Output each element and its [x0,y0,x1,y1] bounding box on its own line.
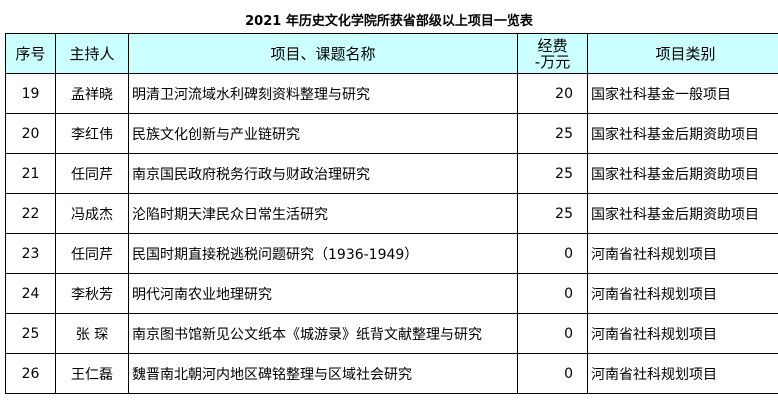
cell-fund: 0 [517,353,588,394]
header-host: 主持人 [55,33,129,74]
cell-no: 19 [5,73,56,114]
cell-host: 孟祥晓 [55,73,129,114]
cell-name: 南京国民政府税务行政与财政治理研究 [128,153,518,194]
cell-category: 国家社科基金后期资助项目 [587,153,778,194]
table-row: 23 任同芹 民国时期直接税逃税问题研究（1936-1949） 0 河南省社科规划项目 [5,233,778,274]
cell-category: 河南省社科规划项目 [587,313,778,354]
cell-fund: 0 [517,273,588,314]
table-row: 20 李红伟 民族文化创新与产业链研究 25 国家社科基金后期资助项目 [5,113,778,154]
cell-no: 20 [5,113,56,154]
header-no: 序号 [5,33,56,74]
table-row: 22 冯成杰 沦陷时期天津民众日常生活研究 25 国家社科基金后期资助项目 [5,193,778,234]
header-name: 项目、课题名称 [128,33,518,74]
cell-fund: 25 [517,193,588,234]
table-row: 21 任同芹 南京国民政府税务行政与财政治理研究 25 国家社科基金后期资助项目 [5,153,778,194]
cell-name: 沦陷时期天津民众日常生活研究 [128,193,518,234]
cell-host: 李红伟 [55,113,129,154]
cell-name: 民国时期直接税逃税问题研究（1936-1949） [128,233,518,274]
cell-category: 国家社科基金后期资助项目 [587,113,778,154]
cell-name: 民族文化创新与产业链研究 [128,113,518,154]
header-fund-line1: 经费 [537,36,568,55]
cell-host: 冯成杰 [55,193,129,234]
cell-host: 王仁磊 [55,353,129,394]
header-row: 序号 主持人 项目、课题名称 经费 -万元 项目类别 [5,33,778,74]
cell-no: 25 [5,313,56,354]
cell-name: 明清卫河流域水利碑刻资料整理与研究 [128,73,518,114]
cell-no: 22 [5,193,56,234]
cell-fund: 25 [517,113,588,154]
table-row: 25 张 琛南京图书馆新见公文纸本《城游录》纸背文献整理与研究 0 河南省社科规划项目 [5,313,778,354]
cell-category: 国家社科基金一般项目 [587,73,778,114]
cell-host: 李秋芳 [55,273,129,314]
cell-no: 21 [5,153,56,194]
cell-name: 南京图书馆新见公文纸本《城游录》纸背文献整理与研究 [128,313,518,354]
cell-name: 魏晋南北朝河内地区碑铭整理与区域社会研究 [128,353,518,394]
header-fund: 经费 -万元 [517,33,588,74]
cell-category: 河南省社科规划项目 [587,233,778,274]
cell-no: 23 [5,233,56,274]
cell-fund: 25 [517,153,588,194]
table-row: 24 李秋芳 明代河南农业地理研究 0 河南省社科规划项目 [5,273,778,314]
cell-category: 国家社科基金后期资助项目 [587,193,778,234]
cell-category: 河南省社科规划项目 [587,353,778,394]
table-row: 26 王仁磊 魏晋南北朝河内地区碑铭整理与区域社会研究 0 河南省社科规划项目 [5,353,778,394]
document-title: 2021 年历史文化学院所获省部级以上项目一览表 [245,14,533,29]
header-fund-line2: -万元 [534,52,571,71]
cell-category: 河南省社科规划项目 [587,273,778,314]
cell-name: 明代河南农业地理研究 [128,273,518,314]
projects-table: 序号 主持人 项目、课题名称 经费 -万元 项目类别 19 孟祥晓 明清卫河流域水利碑… [5,33,778,394]
table-row: 19 孟祥晓 明清卫河流域水利碑刻资料整理与研究 20 国家社科基金一般项目 [5,73,778,114]
cell-fund: 0 [517,313,588,354]
cell-no: 24 [5,273,56,314]
cell-fund: 0 [517,233,588,274]
header-category: 项目类别 [587,33,778,74]
cell-host: 任同芹 [55,233,129,274]
cell-host: 张 琛 [55,313,129,354]
cell-fund: 20 [517,73,588,114]
cell-host: 任同芹 [55,153,129,194]
cell-no: 26 [5,353,56,394]
